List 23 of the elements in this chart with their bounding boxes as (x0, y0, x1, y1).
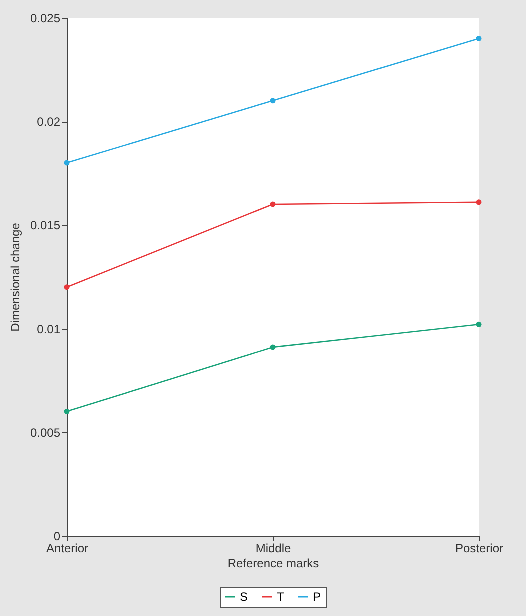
legend-label: S (240, 590, 248, 604)
y-tick-label: 0.01 (37, 322, 61, 336)
y-tick-label: 0.015 (30, 218, 61, 233)
y-tick-label: 0.02 (37, 115, 61, 130)
y-tick-label: 0 (54, 530, 61, 544)
x-tick-label: Middle (256, 542, 292, 556)
y-tick-label: 0.005 (30, 426, 61, 440)
point (476, 200, 482, 206)
y-axis-title: Dimensional change (8, 222, 22, 332)
x-axis-title: Reference marks (228, 556, 320, 570)
y-tick-label: 0.025 (30, 12, 61, 26)
legend-label: T (277, 590, 285, 604)
point (64, 160, 70, 166)
point (476, 36, 482, 42)
point (270, 98, 276, 104)
point (270, 202, 276, 208)
point (476, 322, 482, 328)
point (270, 344, 276, 350)
legend-label: P (313, 590, 322, 604)
x-tick-label: Anterior (46, 542, 89, 556)
point (64, 284, 70, 290)
x-tick-label: Posterior (455, 542, 504, 556)
point (64, 408, 70, 414)
